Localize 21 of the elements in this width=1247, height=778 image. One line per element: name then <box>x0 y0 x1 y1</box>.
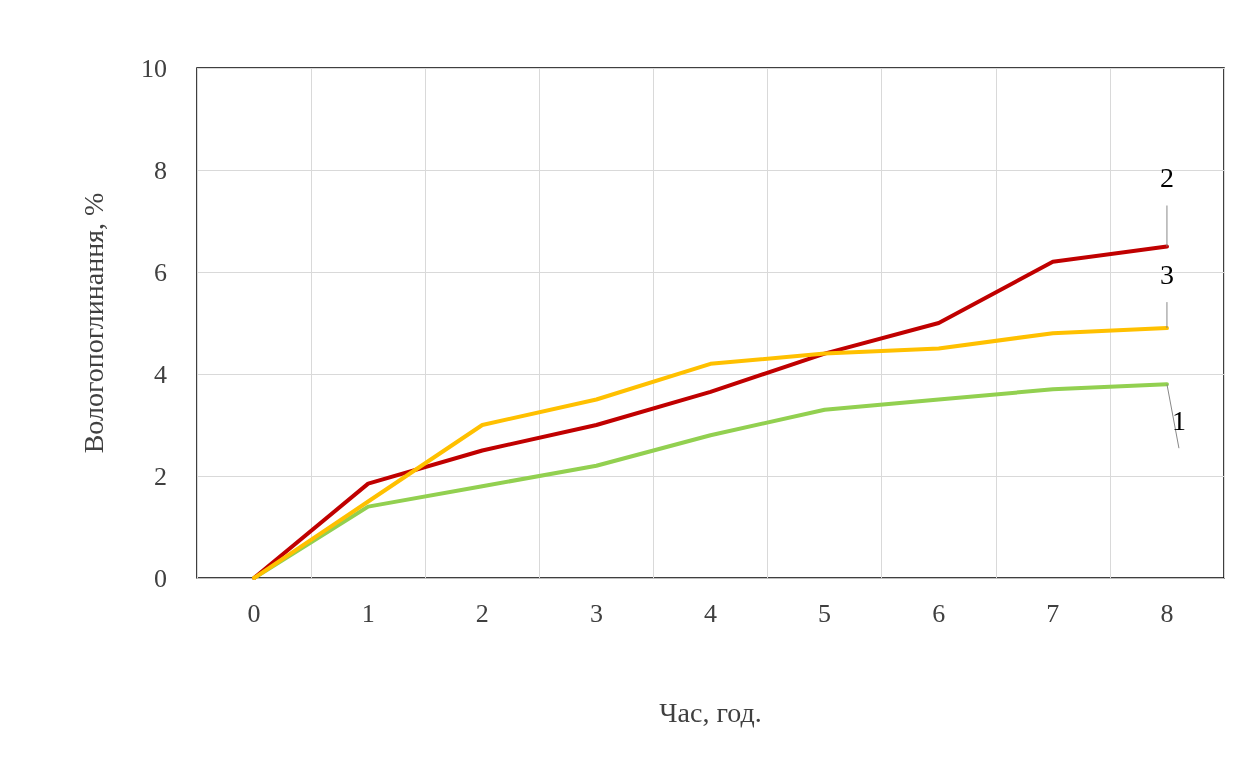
line-series <box>252 326 1169 580</box>
x-tick-label: 2 <box>475 598 489 628</box>
x-axis-title: Час, год. <box>659 696 762 728</box>
x-tick-label: 1 <box>361 598 375 628</box>
y-axis-title: Вологопоглинання, % <box>77 192 109 454</box>
y-tick-label: 10 <box>141 53 167 83</box>
x-tick-label: 0 <box>247 598 261 628</box>
y-tick-label: 8 <box>154 155 167 185</box>
x-tick-label: 6 <box>932 598 946 628</box>
x-tick-label: 4 <box>704 598 717 628</box>
y-tick-label: 0 <box>154 563 167 593</box>
y-tick-label: 4 <box>154 359 167 389</box>
y-tick-label: 2 <box>154 461 167 491</box>
x-tick-label: 3 <box>589 598 603 628</box>
x-tick-label: 7 <box>1046 598 1060 628</box>
x-tick-label: 5 <box>818 598 832 628</box>
y-tick-label: 6 <box>154 257 167 287</box>
series-label: 2 <box>1159 162 1174 193</box>
series-label: 3 <box>1159 258 1174 290</box>
series-label: 1 <box>1171 404 1186 436</box>
x-tick-label: 8 <box>1160 598 1174 628</box>
